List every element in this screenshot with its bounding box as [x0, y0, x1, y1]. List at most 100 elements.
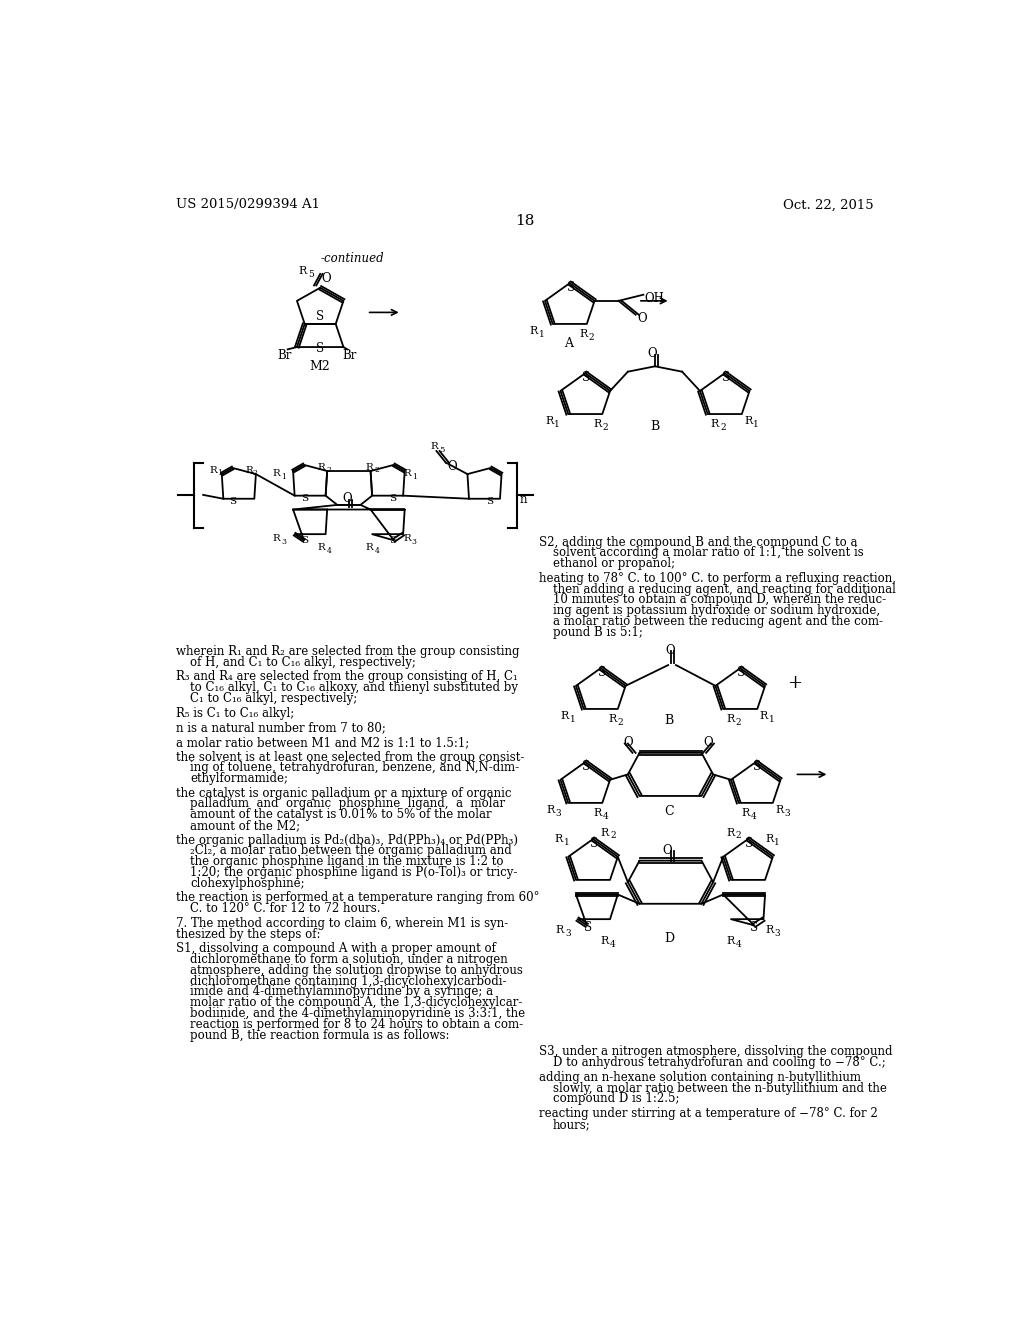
Text: ethylformamide;: ethylformamide;: [190, 772, 288, 785]
Text: S: S: [737, 665, 745, 678]
Text: wherein R₁ and R₂ are selected from the group consisting: wherein R₁ and R₂ are selected from the …: [176, 645, 519, 659]
Text: R: R: [556, 925, 564, 936]
Text: reaction is performed for 8 to 24 hours to obtain a com-: reaction is performed for 8 to 24 hours …: [190, 1018, 523, 1031]
Text: 1: 1: [769, 715, 775, 725]
Text: S2, adding the compound B and the compound C to a: S2, adding the compound B and the compou…: [539, 536, 857, 549]
Text: ing agent is potassium hydroxide or sodium hydroxide,: ing agent is potassium hydroxide or sodi…: [553, 605, 880, 618]
Text: 3: 3: [556, 809, 561, 818]
Text: molar ratio of the compound A, the 1,3-dicyclohexylcar-: molar ratio of the compound A, the 1,3-d…: [190, 997, 522, 1010]
Text: 5: 5: [308, 271, 313, 279]
Text: 3: 3: [784, 809, 791, 818]
Text: the solvent is at least one selected from the group consist-: the solvent is at least one selected fro…: [176, 751, 524, 763]
Text: Br: Br: [278, 348, 292, 362]
Text: OH: OH: [644, 293, 664, 305]
Text: +: +: [787, 675, 802, 692]
Text: S: S: [301, 494, 308, 503]
Text: R: R: [593, 420, 601, 429]
Text: palladium  and  organic  phosphine  ligand,  a  molar: palladium and organic phosphine ligand, …: [190, 797, 505, 810]
Text: R: R: [366, 462, 374, 471]
Text: bodiinide, and the 4-dimethylaminopyridine is 3:3:1, the: bodiinide, and the 4-dimethylaminopyridi…: [190, 1007, 525, 1020]
Text: C: C: [665, 805, 674, 818]
Text: S: S: [744, 837, 753, 850]
Text: R: R: [760, 711, 768, 721]
Text: D: D: [664, 932, 674, 945]
Text: ing of toluene, tetrahydrofuran, benzene, and N,N-dim-: ing of toluene, tetrahydrofuran, benzene…: [190, 762, 519, 775]
Text: 2: 2: [375, 466, 379, 474]
Text: S: S: [753, 760, 761, 772]
Text: 4: 4: [375, 548, 379, 556]
Text: R: R: [711, 420, 719, 429]
Text: O: O: [623, 737, 633, 748]
Text: amount of the catalyst is 0.01% to 5% of the molar: amount of the catalyst is 0.01% to 5% of…: [190, 808, 492, 821]
Text: R: R: [529, 326, 538, 337]
Text: S: S: [584, 921, 592, 933]
Text: S: S: [229, 498, 237, 506]
Text: R: R: [209, 466, 217, 475]
Text: R: R: [273, 535, 281, 543]
Text: S: S: [722, 371, 730, 384]
Text: compound D is 1:2.5;: compound D is 1:2.5;: [553, 1093, 679, 1105]
Text: R₃ and R₄ are selected from the group consisting of H, C₁: R₃ and R₄ are selected from the group co…: [176, 671, 518, 684]
Text: R: R: [560, 711, 568, 721]
Text: R: R: [726, 714, 734, 725]
Text: R: R: [601, 936, 609, 946]
Text: the reaction is performed at a temperature ranging from 60°: the reaction is performed at a temperatu…: [176, 891, 540, 904]
Text: Br: Br: [342, 348, 356, 362]
Text: 1: 1: [554, 420, 560, 429]
Text: 4: 4: [735, 940, 741, 949]
Text: 4: 4: [751, 812, 757, 821]
Text: 1: 1: [569, 715, 575, 725]
Text: reacting under stirring at a temperature of −78° C. for 2: reacting under stirring at a temperature…: [539, 1107, 878, 1121]
Text: S: S: [486, 498, 494, 506]
Text: R: R: [608, 714, 616, 725]
Text: S: S: [389, 494, 396, 503]
Text: 4: 4: [602, 812, 608, 821]
Text: M2: M2: [310, 360, 331, 374]
Text: 3: 3: [774, 929, 780, 939]
Text: R: R: [741, 808, 750, 818]
Text: R: R: [317, 462, 326, 471]
Text: D to anhydrous tetrahydrofuran and cooling to −78° C.;: D to anhydrous tetrahydrofuran and cooli…: [553, 1056, 886, 1069]
Text: S: S: [583, 760, 590, 772]
Text: O: O: [637, 313, 647, 326]
Text: R: R: [579, 330, 588, 339]
Text: R: R: [547, 805, 555, 816]
Text: then adding a reducing agent, and reacting for additional: then adding a reducing agent, and reacti…: [553, 582, 896, 595]
Text: S: S: [301, 536, 308, 545]
Text: Oct. 22, 2015: Oct. 22, 2015: [783, 198, 873, 211]
Text: B: B: [665, 714, 674, 726]
Text: R: R: [744, 416, 753, 426]
Text: A: A: [563, 337, 572, 350]
Text: ethanol or propanol;: ethanol or propanol;: [553, 557, 675, 570]
Text: R: R: [765, 925, 773, 936]
Text: S: S: [315, 310, 324, 323]
Text: hours;: hours;: [553, 1118, 591, 1131]
Text: solvent according a molar ratio of 1:1, the solvent is: solvent according a molar ratio of 1:1, …: [553, 546, 863, 560]
Text: O: O: [647, 347, 656, 360]
Text: R: R: [317, 544, 326, 552]
Text: 18: 18: [515, 214, 535, 228]
Text: 4: 4: [327, 548, 332, 556]
Text: 2: 2: [602, 424, 608, 432]
Text: S: S: [590, 837, 598, 850]
Text: R: R: [593, 808, 601, 818]
Text: of H, and C₁ to C₁₆ alkyl, respectively;: of H, and C₁ to C₁₆ alkyl, respectively;: [190, 656, 416, 669]
Text: 2: 2: [589, 333, 594, 342]
Text: S1, dissolving a compound A with a proper amount of: S1, dissolving a compound A with a prope…: [176, 942, 496, 956]
Text: 5: 5: [438, 446, 444, 454]
Text: 1: 1: [412, 473, 417, 480]
Text: the catalyst is organic palladium or a mixture of organic: the catalyst is organic palladium or a m…: [176, 787, 512, 800]
Text: dichloromethane to form a solution, under a nitrogen: dichloromethane to form a solution, unde…: [190, 953, 508, 966]
Text: n: n: [519, 492, 527, 506]
Text: 1: 1: [563, 838, 569, 846]
Text: 1: 1: [539, 330, 545, 339]
Text: R: R: [726, 936, 734, 946]
Text: S: S: [566, 281, 574, 294]
Text: R: R: [554, 834, 562, 843]
Text: adding an n-hexane solution containing n-butyllithium: adding an n-hexane solution containing n…: [539, 1071, 861, 1084]
Text: 1: 1: [774, 838, 780, 846]
Text: 10 minutes to obtain a compound D, wherein the reduc-: 10 minutes to obtain a compound D, where…: [553, 594, 886, 606]
Text: R: R: [545, 416, 553, 426]
Text: a molar ratio between M1 and M2 is 1:1 to 1.5:1;: a molar ratio between M1 and M2 is 1:1 t…: [176, 737, 469, 748]
Text: R: R: [601, 828, 609, 837]
